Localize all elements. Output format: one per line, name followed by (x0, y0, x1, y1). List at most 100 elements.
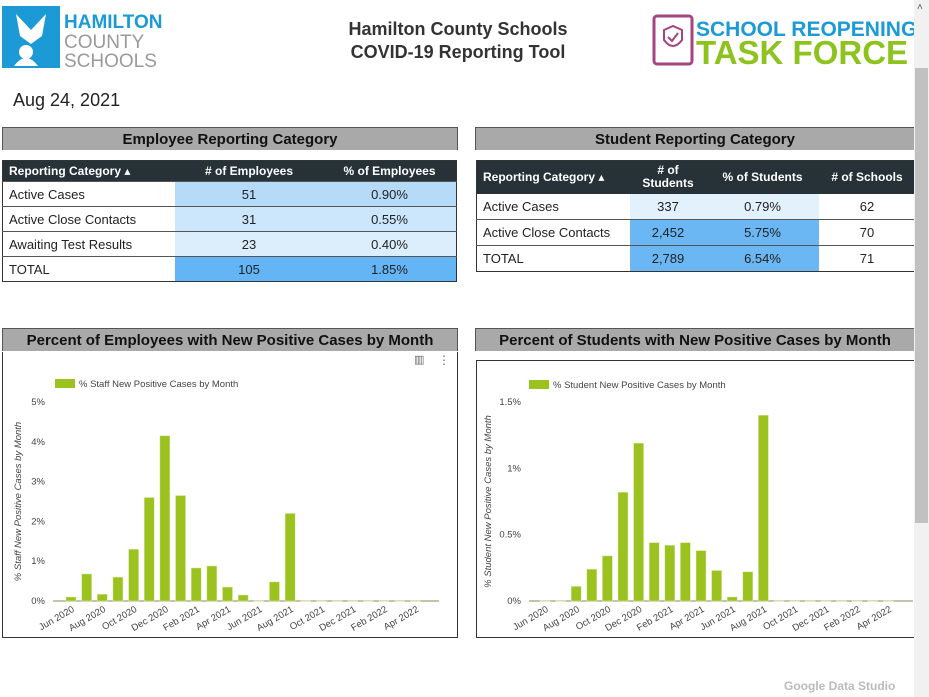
x-tick-label: Feb 2022 (349, 604, 389, 634)
bar (316, 600, 327, 602)
bar (378, 600, 390, 602)
bar (253, 600, 265, 602)
svg-text:HAMILTON: HAMILTON (64, 12, 163, 33)
bar (648, 542, 660, 602)
bar (882, 600, 894, 602)
bar (300, 600, 311, 602)
bar (602, 555, 613, 602)
bar (851, 600, 863, 602)
y-tick-label: 0% (31, 596, 45, 607)
table-row: Active Cases 51 0.90% (2, 181, 457, 207)
bar (394, 600, 405, 602)
employee-cases-chart: % Staff New Positive Cases by Month 0% 1% 2… (13, 379, 439, 634)
bar (695, 550, 707, 602)
bar (758, 415, 769, 602)
employee-table: Reporting Category ▴ # of Employees % of… (2, 160, 457, 282)
bar (680, 542, 691, 602)
y-tick-label: 4% (31, 437, 45, 448)
x-tick-label: Apr 2022 (382, 604, 421, 633)
hamilton-county-schools-logo: HAMILTON COUNTY SCHOOLS (2, 6, 167, 72)
legend-label: % Student New Positive Cases by Month (553, 380, 726, 391)
y-tick-label: 5% (31, 397, 45, 408)
bar (269, 581, 280, 602)
y-tick-label: 2% (31, 516, 45, 527)
bar (539, 600, 551, 602)
employee-percent-cell: 0.40% (323, 231, 457, 257)
row-label: Active Close Contacts (2, 206, 175, 232)
table-row: Active Close Contacts 2,452 5.75% 70 (476, 219, 915, 246)
bar (347, 600, 358, 602)
bar (331, 600, 343, 602)
bar (206, 565, 218, 602)
table-row: Active Cases 337 0.79% 62 (477, 193, 916, 220)
scrollbar-thumb[interactable] (915, 68, 928, 523)
employee-percent-cell: 0.90% (323, 181, 457, 207)
y-axis-label: % Student New Positive Cases by Month (483, 415, 494, 588)
y-tick-label: 3% (31, 477, 45, 488)
y-tick-label: 0% (507, 596, 521, 607)
student-chart-title: Percent of Students with New Positive Ca… (475, 328, 915, 351)
bar (820, 600, 832, 602)
school-reopening-task-force-logo: SCHOOL REOPENING TASK FORCE (646, 12, 917, 71)
table-row: TOTAL 2,789 6.54% 71 (476, 245, 915, 272)
bar (410, 600, 421, 602)
y-tick-label: 1% (507, 463, 521, 474)
student-section-title: Student Reporting Category (475, 127, 915, 150)
y-tick-label: 0.5% (499, 530, 521, 541)
bar (555, 600, 566, 602)
y-tick-label: 1% (31, 556, 45, 567)
bar (726, 596, 738, 602)
employee-count-cell: 23 (175, 231, 323, 257)
column-header-employees-count[interactable]: # of Employees (175, 160, 323, 182)
student-percent-cell: 5.75% (706, 219, 819, 246)
table-row: Awaiting Test Results 23 0.40% (2, 231, 457, 257)
title-line-2: COVID-19 Reporting Tool (350, 42, 566, 62)
employee-percent-cell: 1.85% (323, 256, 457, 282)
bar (789, 600, 800, 602)
bar (159, 435, 171, 602)
bar (222, 586, 233, 602)
bar (836, 600, 847, 602)
scroll-up-arrow-icon[interactable]: ˄ (917, 2, 923, 13)
row-label: Awaiting Test Results (2, 231, 175, 257)
bar (97, 593, 108, 602)
table-row: Active Close Contacts 31 0.55% (2, 206, 457, 232)
legend-swatch (55, 379, 75, 388)
bar (633, 442, 644, 602)
bar (237, 594, 249, 602)
bar (363, 600, 374, 602)
column-header-employees-percent[interactable]: % of Employees (323, 160, 457, 182)
column-header-reporting-category[interactable]: Reporting Category ▴ (2, 160, 175, 182)
bar (284, 513, 296, 602)
student-table: Reporting Category ▴ # of Students % of … (476, 160, 915, 272)
student-cases-chart: % Student New Positive Cases by Month 0% 0… (483, 380, 913, 634)
row-label: Active Cases (2, 181, 175, 207)
table-header-row: Reporting Category ▴ # of Students % of … (476, 160, 915, 194)
bar (804, 600, 816, 602)
bar (175, 495, 186, 602)
student-chart-box: % Student New Positive Cases by Month 0% 0… (476, 360, 915, 638)
svg-text:SCHOOLS: SCHOOLS (64, 51, 157, 68)
y-tick-label: 1.5% (499, 397, 521, 408)
column-header-students-percent[interactable]: % of Students (706, 160, 819, 194)
bar (112, 576, 124, 602)
employee-percent-cell: 0.55% (323, 206, 457, 232)
more-options-icon[interactable]: ⋮ (438, 353, 450, 367)
column-header-students-count[interactable]: # of Students (630, 160, 706, 194)
bar (586, 568, 598, 602)
column-header-reporting-category[interactable]: Reporting Category ▴ (476, 160, 630, 194)
employee-count-cell: 51 (175, 181, 323, 207)
legend-label: % Staff New Positive Cases by Month (79, 379, 238, 390)
table-header-row: Reporting Category ▴ # of Employees % of… (2, 160, 457, 182)
row-label: TOTAL (2, 256, 175, 282)
legend-swatch (529, 380, 549, 389)
x-tick-label: Apr 2022 (855, 604, 894, 633)
bar (711, 570, 722, 602)
report-date: Aug 24, 2021 (13, 90, 121, 110)
student-percent-cell: 0.79% (706, 193, 819, 220)
column-header-schools-count[interactable]: # of Schools (819, 160, 915, 194)
page-title: Hamilton County Schools COVID-19 Reporti… (300, 18, 616, 64)
employee-count-cell: 31 (175, 206, 323, 232)
chart-export-icon[interactable]: ▥ (414, 354, 425, 366)
x-tick-label: Feb 2021 (161, 604, 201, 634)
